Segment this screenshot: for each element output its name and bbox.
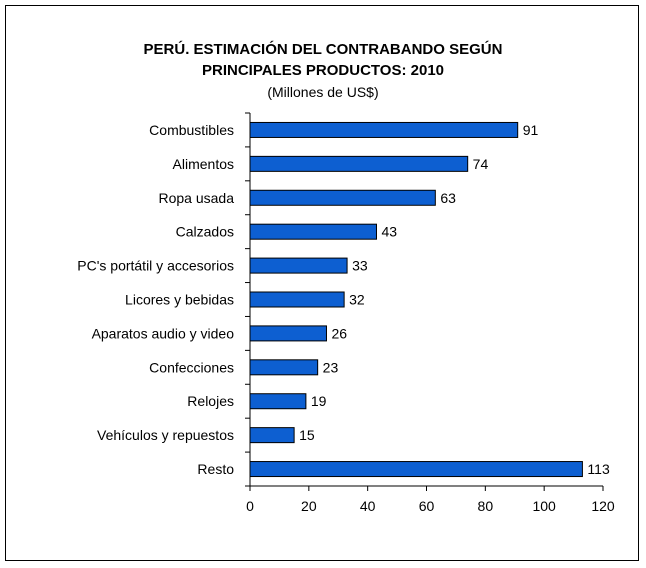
data-label: 91 [523,122,539,138]
bar [249,393,307,410]
category-label: PC's portátil y accesorios [77,258,234,274]
x-tick-label: 0 [246,498,254,514]
x-tick-label: 40 [360,498,376,514]
category-label: Resto [197,461,234,477]
bar [249,291,345,308]
category-label: Relojes [187,393,234,409]
bar [249,359,319,376]
category-label: Aparatos audio y video [92,325,235,341]
category-label: Calzados [176,224,234,240]
data-label: 33 [352,258,368,274]
bar [249,325,327,342]
x-tick-label: 60 [419,498,435,514]
bar [249,461,583,478]
x-tick-label: 80 [478,498,494,514]
bar [249,257,348,274]
x-tick-label: 100 [532,498,556,514]
data-label: 19 [311,393,327,409]
category-label: Alimentos [173,156,234,172]
x-tick-label: 120 [591,498,615,514]
category-label: Confecciones [149,359,234,375]
data-label: 26 [331,325,347,341]
bar [249,427,295,444]
category-label: Ropa usada [158,190,234,206]
bar [249,155,469,172]
bar [249,121,519,138]
data-label: 43 [381,224,397,240]
chart-title-line2: PRINCIPALES PRODUCTOS: 2010 [202,62,444,79]
data-label: 113 [587,461,610,477]
chart-title-line1: PERÚ. ESTIMACIÓN DEL CONTRABANDO SEGÚN [144,40,503,58]
bar [249,189,436,206]
data-label: 63 [440,190,456,206]
data-label: 74 [473,156,489,172]
category-label: Vehículos y repuestos [97,427,234,443]
category-label: Licores y bebidas [125,292,234,308]
x-tick-label: 20 [301,498,317,514]
category-label: Combustibles [149,122,234,138]
data-label: 15 [299,427,315,443]
bar [249,223,377,240]
data-label: 23 [323,359,339,375]
chart-subtitle: (Millones de US$) [267,84,378,100]
data-label: 32 [349,292,365,308]
